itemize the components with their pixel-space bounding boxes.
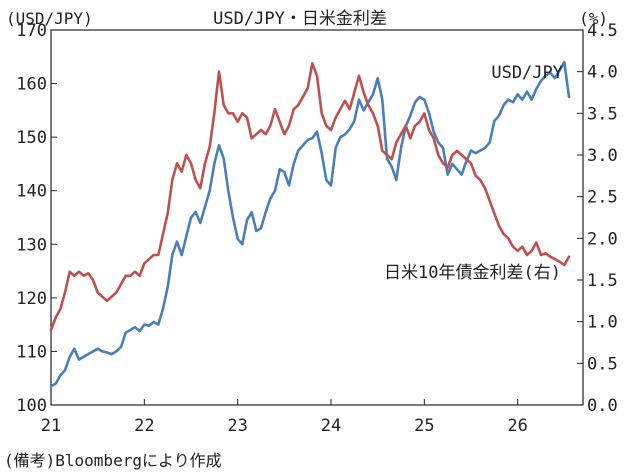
x-tick-label: 26 — [507, 416, 527, 436]
right-tick-label: 2.0 — [587, 229, 618, 249]
left-tick-label: 140 — [16, 182, 47, 202]
source-note: (備考)Bloombergにより作成 — [4, 451, 222, 470]
right-tick-label: 3.0 — [587, 146, 618, 166]
chart-title: USD/JPY・日米金利差 — [213, 9, 387, 29]
series-group — [49, 60, 571, 388]
series-label-spread: 日米10年債金利差(右) — [384, 263, 561, 283]
right-axis-unit: (%) — [579, 9, 608, 28]
series-label-usdjpy: USD/JPY — [491, 63, 563, 83]
right-tick-label: 1.5 — [587, 271, 618, 291]
left-tick-label: 170 — [16, 21, 47, 41]
x-tick-label: 23 — [227, 416, 247, 436]
right-tick-label: 2.5 — [587, 188, 618, 208]
left-tick-label: 160 — [16, 75, 47, 95]
right-tick-label: 0.5 — [587, 354, 618, 374]
right-axis: 0.0 0.5 1.0 1.5 2.0 2.5 3.0 3.5 4.0 4.5 — [577, 21, 618, 416]
x-tick-label: 24 — [321, 416, 341, 436]
x-tick-label: 21 — [41, 416, 61, 436]
right-tick-label: 0.0 — [587, 396, 618, 416]
right-tick-label: 4.5 — [587, 21, 618, 41]
right-tick-label: 4.0 — [587, 63, 618, 83]
x-tick-label: 22 — [134, 416, 154, 436]
left-tick-label: 120 — [16, 289, 47, 309]
series-line-spread — [49, 61, 571, 332]
left-tick-label: 130 — [16, 235, 47, 255]
left-tick-label: 110 — [16, 342, 47, 362]
x-axis: 21 22 23 24 25 26 — [41, 399, 528, 436]
x-tick-label: 25 — [414, 416, 434, 436]
right-tick-label: 3.5 — [587, 104, 618, 124]
left-axis-unit: (USD/JPY) — [6, 9, 93, 28]
left-tick-label: 100 — [16, 396, 47, 416]
plot-area — [50, 29, 584, 406]
left-tick-label: 150 — [16, 128, 47, 148]
series-line-usdjpy — [49, 60, 571, 388]
left-axis: 100 110 120 130 140 150 160 170 — [16, 21, 57, 416]
right-tick-label: 1.0 — [587, 313, 618, 333]
